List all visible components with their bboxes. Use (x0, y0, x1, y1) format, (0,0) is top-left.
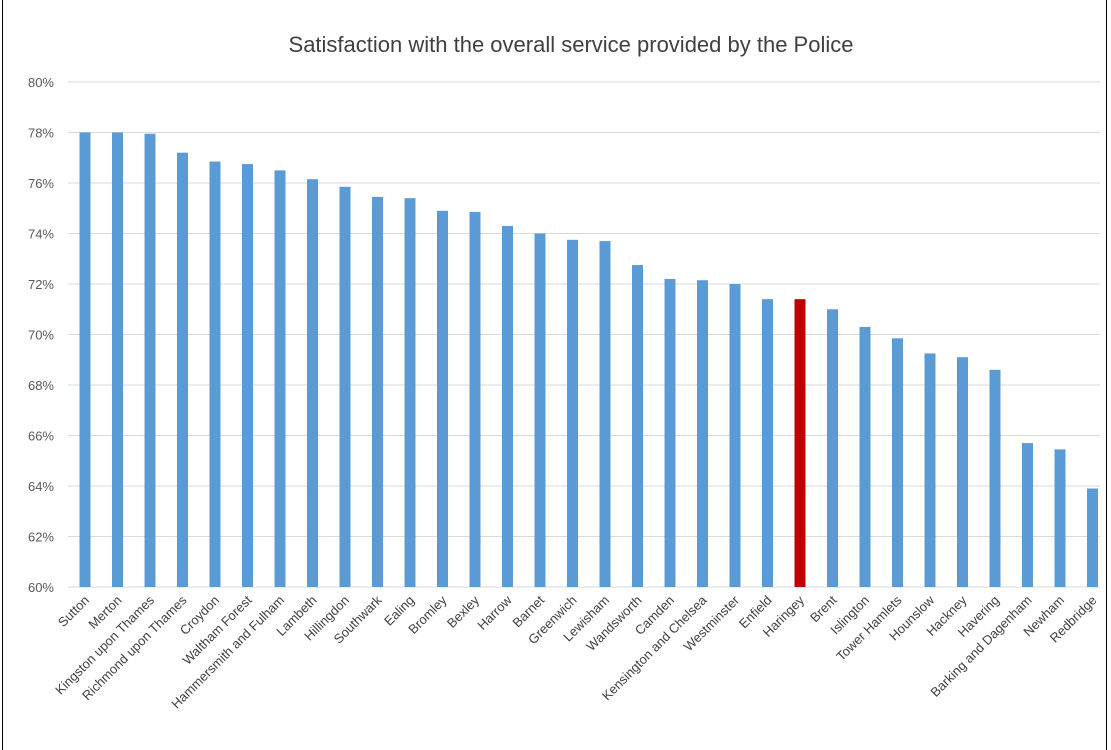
y-tick-label: 62% (28, 530, 54, 545)
bar-islington (859, 326, 871, 587)
frame-border-left (2, 0, 3, 750)
bar-waltham-forest (242, 164, 253, 587)
bar-redbridge (1087, 488, 1098, 587)
bar-ealing (404, 198, 416, 587)
bar-merton (112, 132, 123, 587)
bar-hammersmith-and-fulham (274, 170, 286, 587)
bar-croydon (209, 161, 221, 587)
bar-enfield (762, 299, 773, 587)
bar-southwark (372, 196, 383, 587)
bar-hillingdon (339, 186, 351, 587)
x-tick-label: Harrow (474, 592, 515, 633)
gridlines (68, 81, 1100, 588)
bar-greenwich (567, 239, 578, 587)
y-tick-label: 74% (28, 227, 54, 242)
bar-barnet (534, 233, 546, 587)
y-tick-label: 80% (28, 75, 54, 90)
y-tick-label: 70% (28, 328, 54, 343)
chart-title: Satisfaction with the overall service pr… (289, 32, 854, 57)
y-tick-label: 66% (28, 429, 54, 444)
bar-camden (664, 278, 676, 587)
bar-harrow (502, 225, 513, 588)
bar-newham (1054, 449, 1066, 587)
bar-westminster (729, 284, 741, 587)
y-tick-label: 68% (28, 378, 54, 393)
y-tick-label: 78% (28, 126, 54, 141)
bars (79, 132, 1098, 588)
bar-brent (827, 309, 838, 587)
bar-lewisham (599, 241, 611, 587)
y-tick-label: 72% (28, 277, 54, 292)
bar-kingston-upon-thames (144, 133, 156, 587)
bar-barking-and-dagenham (1022, 443, 1033, 587)
y-tick-label: 60% (28, 580, 54, 595)
bar-tower-hamlets (892, 338, 903, 587)
y-tick-label: 64% (28, 479, 54, 494)
bar-richmond-upon-thames (177, 152, 188, 587)
bar-hackney (957, 357, 968, 587)
bar-bromley (437, 210, 448, 587)
bar-havering (989, 369, 1001, 587)
y-axis-tick-labels: 60% 62% 64% 66% 68% 70% 72% 74% 76% 78% 80% (28, 75, 54, 595)
bar-haringey (794, 299, 806, 587)
bar-hounslow (924, 353, 936, 587)
x-tick-label: Sutton (55, 593, 92, 630)
bar-lambeth (307, 179, 318, 587)
y-tick-label: 76% (28, 176, 54, 191)
bar-kensington-and-chelsea (697, 280, 708, 587)
bar-wandsworth (632, 265, 643, 587)
frame-border-right (1106, 0, 1107, 750)
bar-sutton (79, 132, 91, 587)
bar-bexley (469, 212, 481, 587)
